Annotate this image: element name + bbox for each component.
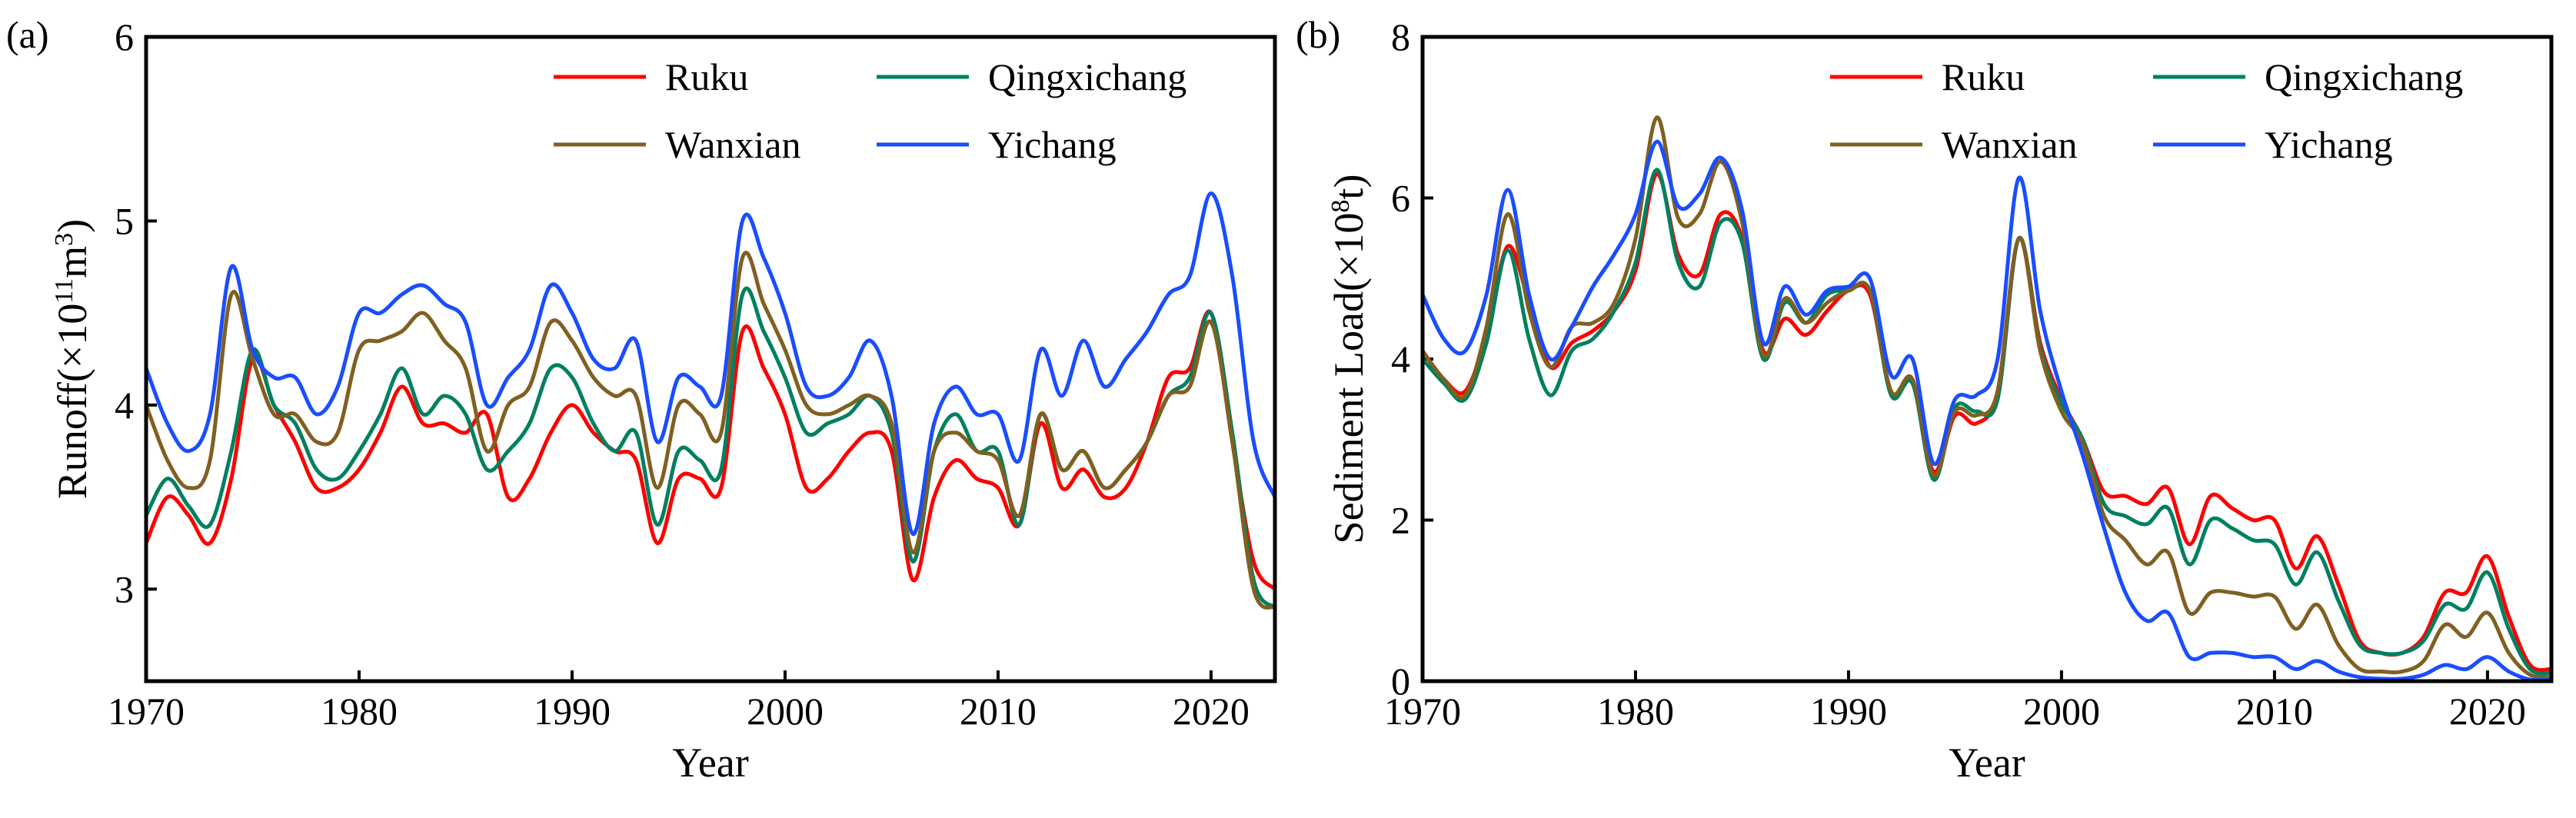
plot-frame-b (1420, 35, 2554, 683)
x-tick-label-a-2000: 2000 (747, 690, 824, 733)
series-line-b-yichang (1423, 139, 2551, 681)
x-tick-label-a-1980: 1980 (321, 690, 398, 733)
y-axis-title-b-unit: t (1326, 188, 1372, 200)
y-tick-label-a-4: 4 (115, 384, 134, 427)
x-tick-label-b-1990: 1990 (1810, 690, 1887, 733)
series-line-b-ruku (1423, 171, 2551, 673)
legend-label-a-wanxian: Wanxian (665, 123, 800, 166)
y-axis-title-b-close: ) (1326, 175, 1372, 188)
legend-label-b-qingxichang: Qingxichang (2265, 55, 2463, 98)
y-axis-title-a: Runoff(×1011m3) (49, 219, 95, 499)
y-axis-title-a-unit: m (49, 246, 95, 278)
series-line-a-qingxichang (146, 286, 1275, 610)
x-tick-label-b-1980: 1980 (1597, 690, 1674, 733)
x-tick-label-a-2020: 2020 (1173, 690, 1250, 733)
legend-label-b-ruku: Ruku (1942, 55, 2025, 98)
y-tick-label-b-8: 8 (1391, 15, 1410, 58)
x-tick-label-a-1990: 1990 (534, 690, 611, 733)
series-line-a-ruku (146, 309, 1275, 591)
series-line-a-wanxian (146, 251, 1275, 610)
series-line-b-qingxichang (1423, 168, 2551, 676)
y-tick-label-b-0: 0 (1391, 660, 1410, 703)
x-tick-label-b-2010: 2010 (2236, 690, 2313, 733)
runoff-chart: (a) 1970 1980 1990 2000 2010 2020 3 4 5 6 Year Ru… (6, 13, 1277, 786)
y-axis-title-b-main: Sediment Load(×10 (1326, 213, 1372, 544)
x-tick-label-b-1970: 1970 (1384, 690, 1461, 733)
y-axis-title-a-sup: 11 (50, 278, 78, 304)
y-axis-title-a-close: ) (49, 219, 95, 233)
sediment-chart: (b) 1970 1980 1990 2000 2010 2020 0 2 4 6 8 Year S… (1296, 13, 2554, 786)
series-line-b-wanxian (1423, 115, 2551, 680)
x-axis-title-b: Year (1949, 740, 2025, 786)
panel-label-a: (a) (6, 13, 49, 56)
y-tick-label-b-6: 6 (1391, 177, 1410, 220)
y-tick-label-a-3: 3 (115, 567, 134, 610)
legend-label-b-yichang: Yichang (2265, 123, 2393, 166)
x-tick-label-a-1970: 1970 (108, 690, 185, 733)
legend-label-a-qingxichang: Qingxichang (988, 55, 1186, 98)
x-tick-label-b-2000: 2000 (2023, 690, 2100, 733)
y-axis-title-b: Sediment Load(×108t) (1326, 175, 1372, 544)
plot-frame-a (144, 35, 1277, 683)
x-tick-label-b-2020: 2020 (2449, 690, 2526, 733)
series-line-a-yichang (146, 191, 1275, 537)
y-axis-title-a-unit-sup: 3 (50, 233, 78, 246)
x-axis-title-a: Year (672, 740, 749, 786)
legend-label-a-ruku: Ruku (665, 55, 748, 98)
y-tick-label-b-4: 4 (1391, 338, 1410, 381)
y-tick-label-a-6: 6 (115, 15, 134, 58)
x-tick-label-a-2010: 2010 (960, 690, 1037, 733)
legend-label-a-yichang: Yichang (988, 123, 1117, 166)
legend-label-b-wanxian: Wanxian (1942, 123, 2077, 166)
legend-b: Ruku Qingxichang Wanxian Yichang (1830, 55, 2463, 166)
y-axis-title-a-main: Runoff(×10 (49, 304, 95, 499)
legend-a: Ruku Qingxichang Wanxian Yichang (554, 55, 1186, 166)
y-tick-label-a-5: 5 (115, 199, 134, 242)
panel-label-b: (b) (1296, 13, 1340, 56)
y-tick-label-b-2: 2 (1391, 499, 1410, 542)
y-axis-title-b-sup: 8 (1326, 200, 1355, 213)
